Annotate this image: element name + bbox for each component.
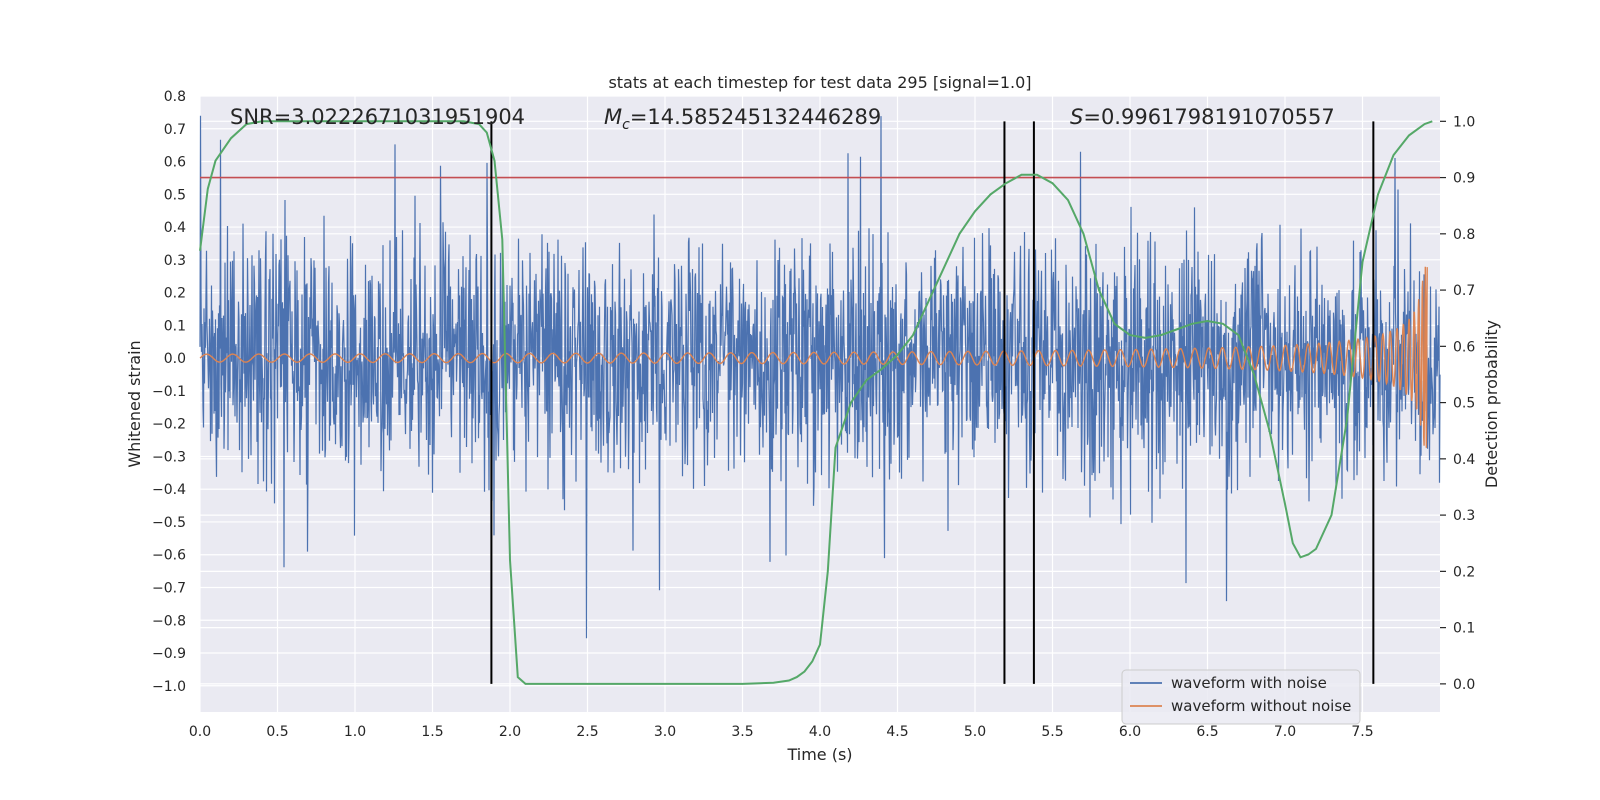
y-tick-label: 0.1 [164, 318, 186, 334]
legend-label-clean: waveform without noise [1171, 697, 1351, 715]
legend: waveform with noise waveform without noi… [1121, 669, 1361, 725]
legend-label-noisy: waveform with noise [1171, 674, 1327, 692]
noisy-waveform-series [199, 115, 1441, 639]
x-tick-label: 1.5 [421, 724, 443, 740]
y-tick-label: −0.8 [152, 613, 186, 629]
x-tick-label: 0.5 [266, 724, 288, 740]
y2-tick-label: 1.0 [1453, 114, 1475, 130]
chart-title: stats at each timestep for test data 295… [608, 73, 1031, 92]
chirp-mass-subscript: c [622, 117, 630, 133]
x-tick-label: 7.5 [1351, 724, 1373, 740]
clean-waveform-series [199, 266, 1428, 448]
x-tick-label: 4.0 [809, 724, 831, 740]
y2-tick-label: 0.8 [1453, 227, 1475, 243]
y2-tick-label: 0.7 [1453, 283, 1475, 299]
y-tick-label: 0.3 [164, 253, 186, 269]
y-tick-label: −0.5 [152, 515, 186, 531]
x-tick-label: 4.5 [886, 724, 908, 740]
detection-probability-series [199, 120, 1433, 685]
legend-box [1121, 669, 1361, 725]
y2-axis-label: Detection probability [1482, 320, 1501, 488]
y-tick-label: 0.7 [164, 122, 186, 138]
s-statistic-annotation: S=0.9961798191070557 [1070, 105, 1335, 129]
y-tick-label: −1.0 [152, 679, 186, 695]
s-statistic-symbol: S [1070, 105, 1083, 129]
x-tick-label: 7.0 [1274, 724, 1296, 740]
noisy-waveform-line [199, 115, 1441, 639]
y-tick-label: −0.4 [152, 482, 186, 498]
y-tick-label: 0.4 [164, 220, 186, 236]
y2-axis-ticks: 0.0 0.1 0.2 0.3 0.4 0.5 0.6 0.7 0.8 0.9 1.0 [1440, 114, 1475, 693]
x-tick-label: 2.5 [576, 724, 598, 740]
x-tick-label: 1.0 [344, 724, 366, 740]
y2-tick-label: 0.5 [1453, 396, 1475, 412]
y2-tick-label: 0.0 [1453, 677, 1475, 693]
chirp-mass-symbol: M [604, 105, 622, 129]
clean-waveform-line [199, 266, 1428, 448]
x-tick-label: 2.0 [499, 724, 521, 740]
x-tick-label: 3.0 [654, 724, 676, 740]
detection-probability-line [199, 120, 1433, 685]
x-tick-label: 5.5 [1041, 724, 1063, 740]
snr-annotation: SNR=3.0222671031951904 [230, 105, 525, 129]
y-tick-label: 0.0 [164, 351, 186, 367]
y-tick-label: 0.5 [164, 187, 186, 203]
x-axis-label: Time (s) [786, 745, 852, 764]
y2-tick-label: 0.6 [1453, 339, 1475, 355]
chirp-mass-value: =14.585245132446289 [630, 105, 881, 129]
y2-tick-label: 0.2 [1453, 564, 1475, 580]
x-tick-label: 3.5 [731, 724, 753, 740]
y-tick-label: −0.9 [152, 646, 186, 662]
y2-tick-label: 0.9 [1453, 171, 1475, 187]
x-tick-label: 5.0 [964, 724, 986, 740]
y2-tick-label: 0.1 [1453, 621, 1475, 637]
x-tick-label: 6.5 [1196, 724, 1218, 740]
s-statistic-value: =0.9961798191070557 [1083, 105, 1334, 129]
x-tick-label: 6.0 [1119, 724, 1141, 740]
y-axis-ticks: −1.0 −0.9 −0.8 −0.7 −0.6 −0.5 −0.4 −0.3 −0.2 −0.1… [152, 89, 186, 695]
y-tick-label: 0.2 [164, 286, 186, 302]
y-tick-label: −0.6 [152, 548, 186, 564]
x-tick-label: 0.0 [189, 724, 211, 740]
x-axis-ticks: 0.0 0.5 1.0 1.5 2.0 2.5 3.0 3.5 4.0 4.5 5.0 5.5 6.0 6… [189, 724, 1374, 740]
y-tick-label: 0.6 [164, 155, 186, 171]
y-tick-label: −0.3 [152, 449, 186, 465]
y2-tick-label: 0.3 [1453, 508, 1475, 524]
y-tick-label: −0.1 [152, 384, 186, 400]
chirp-mass-annotation: Mc=14.585245132446289 [604, 105, 881, 133]
y-axis-label: Whitened strain [125, 340, 144, 467]
y-tick-label: −0.2 [152, 417, 186, 433]
y-tick-label: −0.7 [152, 580, 186, 596]
y2-tick-label: 0.4 [1453, 452, 1475, 468]
y-tick-label: 0.8 [164, 89, 186, 105]
